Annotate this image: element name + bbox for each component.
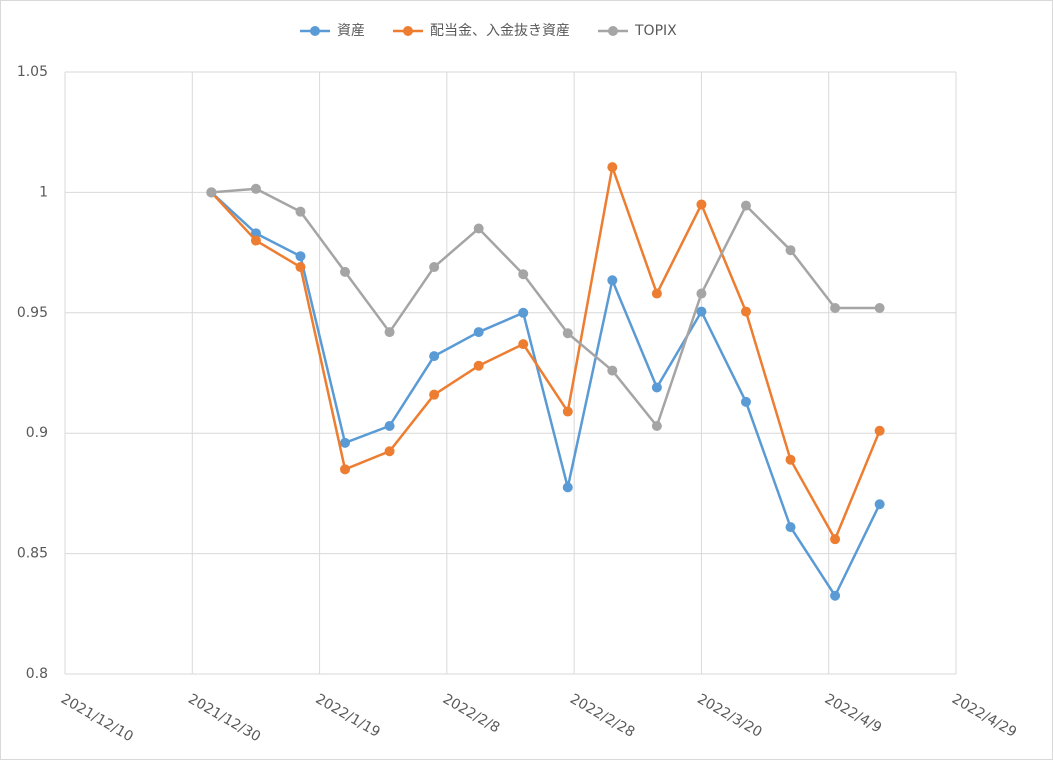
series-line [210,165,881,541]
legend-label: 配当金、入金抜き資産 [430,23,570,39]
point [696,306,707,317]
point [696,288,707,299]
point [340,437,351,448]
point [607,365,618,376]
y-tick-label: 0.9 [26,425,48,441]
point [607,162,618,173]
point [295,251,306,262]
point [696,199,707,210]
legend-marker [310,26,320,36]
point [518,339,529,350]
point [740,396,751,407]
point [429,389,440,400]
point [740,200,751,211]
point [830,302,841,313]
point [518,269,529,280]
y-tick-label: 1 [39,184,48,200]
point [830,534,841,545]
legend-marker [403,26,413,36]
point [340,266,351,277]
point [340,464,351,475]
point [607,275,618,286]
point [473,360,484,371]
point [785,245,796,256]
point [562,482,573,493]
legend-marker [608,26,618,36]
y-tick-label: 0.95 [17,305,48,321]
y-tick-label: 0.85 [17,546,48,562]
point [651,288,662,299]
point [295,206,306,217]
point [874,425,885,436]
point [384,446,395,457]
y-tick-label: 0.8 [26,666,48,682]
point [830,590,841,601]
point [562,328,573,339]
point [429,351,440,362]
point [429,262,440,273]
legend-label: 資産 [337,23,365,39]
series-line [210,191,881,597]
point [651,420,662,431]
legend-label: TOPIX [634,23,677,39]
series-line [211,187,880,428]
point [206,187,217,198]
point [473,327,484,338]
point [518,307,529,318]
point [250,235,261,246]
point [785,454,796,465]
point [562,406,573,417]
point [250,183,261,194]
point [384,420,395,431]
point [740,306,751,317]
y-tick-label: 1.05 [17,64,48,80]
point [785,522,796,533]
point [384,327,395,338]
point [874,499,885,510]
point [651,382,662,393]
point [874,302,885,313]
point [295,262,306,273]
point [250,228,261,239]
point [473,223,484,234]
